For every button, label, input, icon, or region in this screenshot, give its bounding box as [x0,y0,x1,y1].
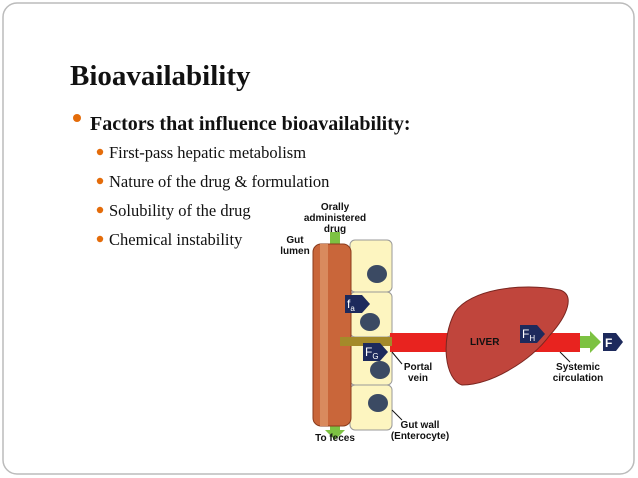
pointer [559,351,571,363]
gut-lumen-label: Gut [286,235,304,246]
nucleus [370,361,390,379]
arrow [330,232,340,246]
badge [345,295,370,313]
drug-label: administered [304,213,366,224]
f: F [605,336,612,350]
systemic-label: Systemic [556,362,600,373]
title: Bioavailability [70,60,251,92]
nucleus [360,313,380,331]
sub-bullet: First-pass hepatic metabolism [109,143,306,162]
systemic-label: circulation [553,373,604,384]
diagram: fa FG FH F LIVER To feces Orallyadminist… [280,202,623,444]
portal-vein-label: vein [408,373,428,384]
arrow [325,430,345,440]
liver-label: LIVER [470,337,500,348]
sub-bullet-dot [96,235,104,243]
sub-bullet: Solubility of the drug [109,201,251,220]
badge [363,343,388,361]
pointer [391,409,403,421]
bullet-dot [73,114,81,122]
sub-bullet-dot [96,206,104,214]
badge [603,333,623,351]
sub-bullet: Chemical instability [109,230,243,249]
cell [349,239,393,293]
liver [445,286,569,386]
gut-highlight [320,244,328,426]
badge [520,325,545,343]
drug-label: Orally [321,202,350,213]
gut-wall-label: (Enterocyte) [391,431,449,442]
absorption [340,337,392,346]
fg: FG [365,345,379,361]
sub-bullet-dot [96,177,104,185]
nucleus [367,265,387,283]
gut-wall-label: Gut wall [401,420,440,431]
portal-vein-label: Portal [404,362,433,373]
feces-label: To feces [315,433,355,444]
fa: fa [347,297,355,313]
arrow [580,331,601,353]
fh: FH [522,327,535,343]
gut-lumen-label: lumen [280,246,309,257]
bullet: Factors that influence bioavailability: [90,113,411,135]
gut-tube [312,243,352,427]
pointer [391,351,403,365]
drug-label: drug [324,224,346,235]
sub-bullet-dot [96,148,104,156]
nucleus [368,394,388,412]
sub-bullet: Nature of the drug & formulation [109,172,329,191]
